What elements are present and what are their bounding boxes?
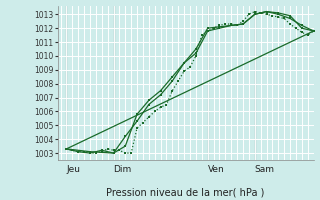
Text: Dim: Dim — [114, 165, 132, 174]
Text: Pression niveau de la mer( hPa ): Pression niveau de la mer( hPa ) — [107, 188, 265, 198]
Text: Jeu: Jeu — [67, 165, 80, 174]
Text: Ven: Ven — [208, 165, 224, 174]
Text: Sam: Sam — [255, 165, 275, 174]
